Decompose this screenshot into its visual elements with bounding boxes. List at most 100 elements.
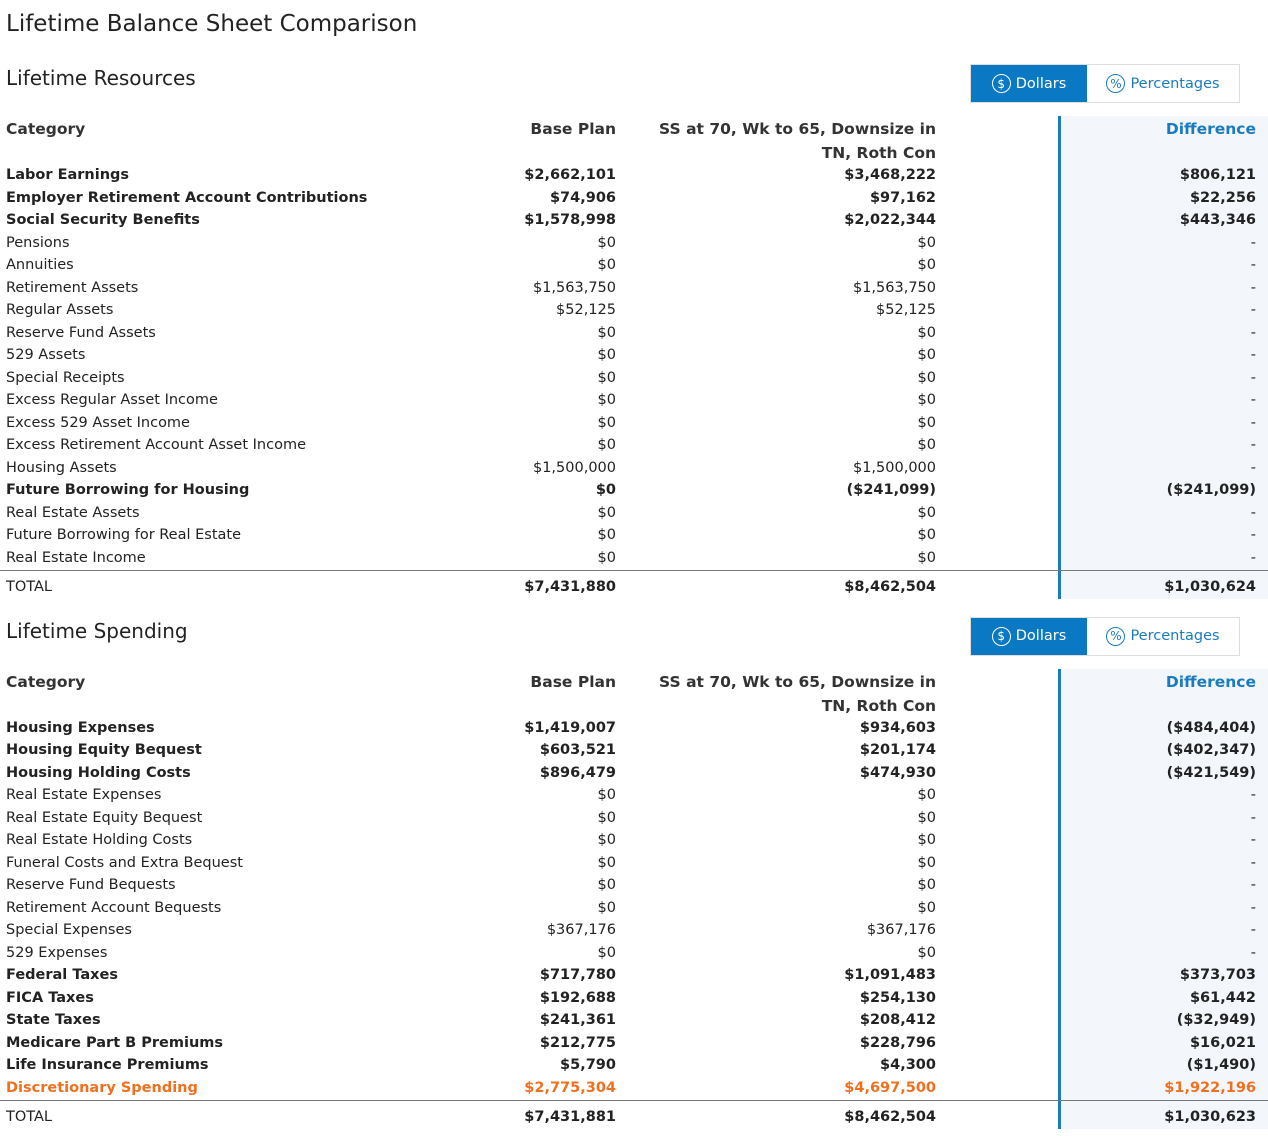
row-value: $1,500,000	[852, 459, 936, 476]
row-value: $52,125	[556, 302, 616, 318]
column-header: SS at 70, Wk to 65, Downsize in TN, Roth…	[659, 672, 936, 715]
row-value: $0	[917, 899, 936, 916]
total-value: $7,431,880	[524, 578, 616, 595]
row-value: -	[1250, 279, 1256, 296]
row-value: ($1,490)	[1186, 1057, 1256, 1073]
row-label: FICA Taxes	[6, 989, 94, 1006]
row-label: Housing Holding Costs	[6, 764, 191, 781]
row-value: $5,790	[560, 1057, 616, 1073]
row-value: -	[1250, 324, 1256, 341]
column-header: Category	[6, 120, 86, 138]
row-value: $0	[597, 257, 616, 273]
toggle-label: Percentages	[1130, 628, 1220, 644]
toggle-button[interactable]: % Percentages	[1087, 617, 1239, 655]
diff-band	[1058, 116, 1268, 599]
row-value: $0	[917, 854, 936, 871]
row-value: $0	[917, 414, 936, 431]
row-value: $0	[597, 324, 616, 341]
row-label: Federal Taxes	[6, 967, 118, 983]
row-value: $0	[917, 877, 936, 893]
row-label: Housing Assets	[6, 459, 117, 476]
row-value: $0	[917, 369, 936, 386]
row-value: $2,775,304	[524, 1079, 616, 1096]
row-label: Real Estate Equity Bequest	[6, 809, 203, 826]
total-label: TOTAL	[6, 1108, 52, 1125]
row-value: $0	[597, 414, 616, 431]
row-value: $0	[597, 899, 616, 916]
row-value: $0	[597, 787, 616, 803]
row-value: -	[1250, 437, 1256, 453]
row-value: $2,022,344	[844, 212, 936, 228]
total-label: TOTAL	[6, 578, 52, 595]
row-value: ($421,549)	[1166, 764, 1256, 781]
row-value: -	[1250, 234, 1256, 251]
column-header: Difference	[1165, 120, 1256, 138]
row-value: $1,091,483	[844, 967, 936, 983]
column-header: Base Plan	[530, 672, 616, 691]
row-value: -	[1250, 459, 1256, 476]
row-value: $0	[917, 504, 936, 521]
row-value: $192,688	[539, 989, 616, 1006]
toggle-button[interactable]: % Percentages	[1087, 65, 1239, 102]
row-value: -	[1250, 832, 1256, 848]
row-value: $0	[917, 437, 936, 453]
row-value: -	[1250, 257, 1256, 273]
row-label: Housing Expenses	[6, 719, 155, 736]
row-value: -	[1250, 877, 1256, 893]
row-value: $0	[917, 944, 936, 961]
row-value: $0	[597, 504, 616, 521]
row-value: $0	[597, 549, 616, 566]
row-label: Labor Earnings	[6, 167, 130, 183]
toggle-button[interactable]: $ Dollars	[971, 65, 1087, 102]
total-value: $7,431,881	[524, 1108, 616, 1125]
row-value: -	[1250, 809, 1256, 826]
row-value: $0	[917, 234, 936, 251]
row-label: Housing Equity Bequest	[6, 742, 202, 758]
toggle-icon: %	[1106, 626, 1126, 646]
column-header: Category	[6, 672, 86, 691]
row-value: $934,603	[859, 719, 936, 736]
row-value: -	[1250, 347, 1256, 363]
row-value: $1,500,000	[532, 459, 616, 476]
row-value: $3,468,222	[844, 167, 936, 183]
row-value: ($484,404)	[1166, 719, 1256, 736]
row-value: $0	[597, 527, 616, 543]
row-value: $212,775	[539, 1034, 616, 1051]
row-label: Real Estate Holding Costs	[6, 832, 193, 848]
row-value: $474,930	[859, 764, 936, 781]
row-value: -	[1250, 922, 1256, 938]
row-value: $201,174	[859, 742, 936, 758]
row-value: $0	[597, 832, 616, 848]
total-value: $1,030,624	[1164, 578, 1256, 595]
row-value: $0	[917, 347, 936, 363]
row-label: Excess 529 Asset Income	[6, 414, 190, 431]
row-value: $0	[597, 437, 616, 453]
row-value: ($241,099)	[846, 482, 936, 498]
row-value: $603,521	[539, 742, 616, 758]
row-value: $367,176	[866, 922, 936, 938]
total-rule	[0, 569, 1268, 571]
row-value: $443,346	[1179, 212, 1256, 228]
total-value: $1,030,623	[1164, 1108, 1256, 1125]
diff-band	[1058, 668, 1268, 1129]
row-value: $1,563,750	[532, 279, 616, 296]
row-value: $0	[597, 854, 616, 871]
row-value: $208,412	[859, 1012, 936, 1028]
toggle-icon: $	[991, 626, 1011, 646]
row-value: -	[1250, 504, 1256, 521]
row-value: ($32,949)	[1176, 1012, 1256, 1028]
toggle-button[interactable]: $ Dollars	[971, 617, 1087, 655]
row-value: -	[1250, 527, 1256, 543]
row-label: Future Borrowing for Housing	[6, 482, 250, 498]
row-value: $22,256	[1189, 189, 1256, 206]
toggle-icon: $	[991, 74, 1011, 93]
row-value: -	[1250, 787, 1256, 803]
row-value: $0	[917, 257, 936, 273]
row-value: $1,419,007	[524, 719, 616, 736]
row-value: $16,021	[1189, 1034, 1256, 1051]
row-label: Pensions	[6, 234, 70, 251]
column-header: Difference	[1165, 672, 1256, 691]
row-label: Reserve Fund Bequests	[6, 877, 176, 893]
row-label: Excess Regular Asset Income	[6, 392, 218, 408]
